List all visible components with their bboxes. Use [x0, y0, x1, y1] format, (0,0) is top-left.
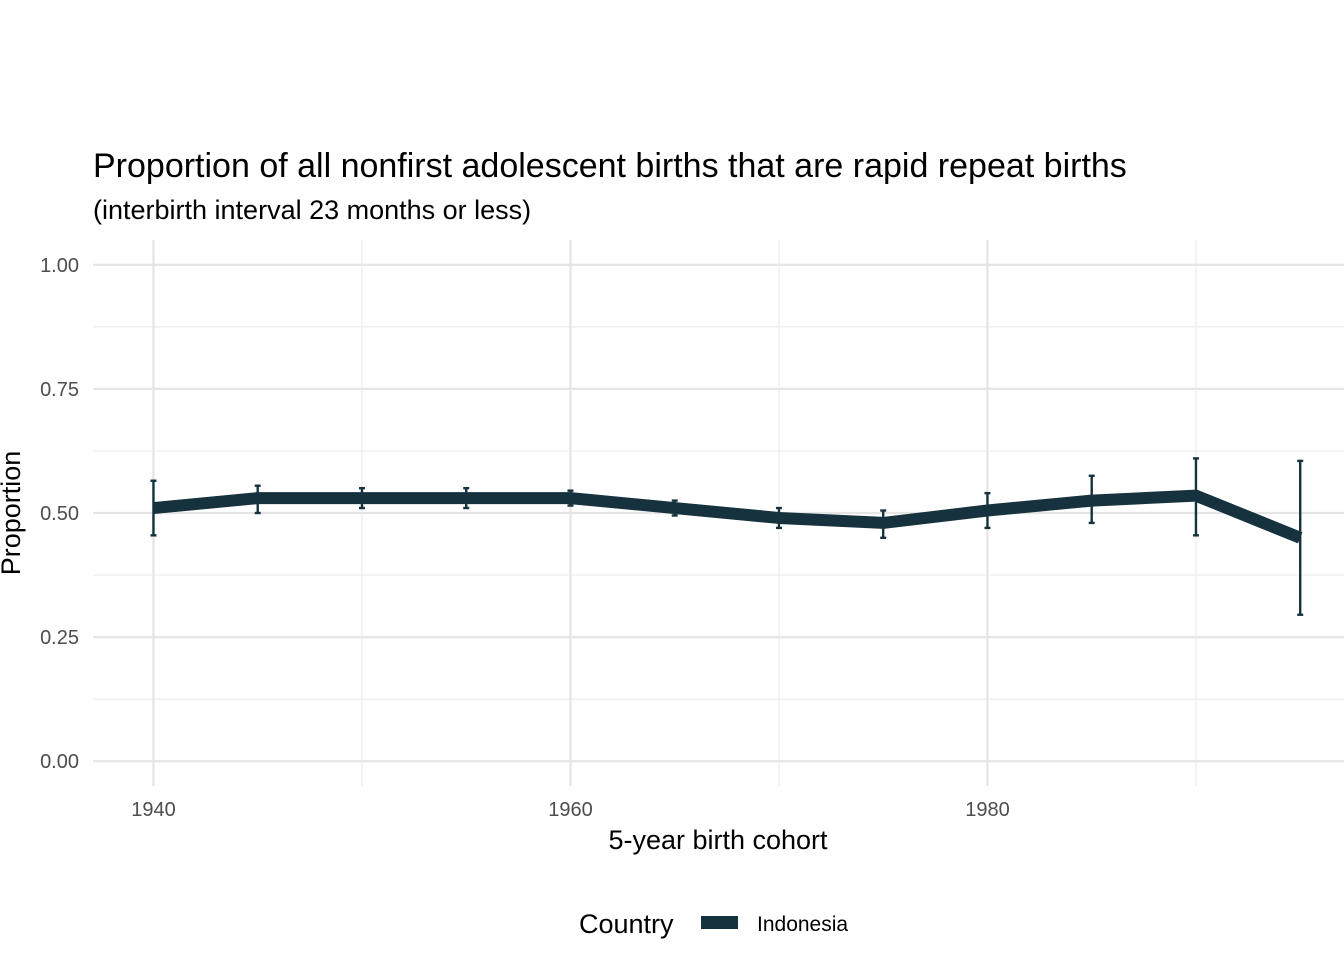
y-tick-label: 0.00 — [40, 751, 79, 773]
legend-label-indonesia: Indonesia — [757, 913, 848, 936]
chart-subtitle: (interbirth interval 23 months or less) — [93, 195, 531, 225]
x-axis-title: 5-year birth cohort — [608, 825, 828, 855]
legend-key-indonesia — [701, 916, 738, 929]
series-indonesia — [150, 457, 1304, 616]
x-tick-label: 1940 — [131, 799, 176, 821]
x-tick-label: 1960 — [548, 799, 593, 821]
legend-title: Country — [579, 909, 674, 939]
y-tick-label: 0.50 — [40, 503, 79, 525]
x-tick-labels: 1940 1960 1980 — [131, 799, 1010, 821]
error-bars — [150, 457, 1304, 616]
chart-title: Proportion of all nonfirst adolescent bi… — [93, 147, 1127, 185]
y-tick-label: 1.00 — [40, 255, 79, 277]
series-lines — [152, 489, 1303, 544]
legend: Country Indonesia — [579, 909, 848, 939]
y-axis-title: Proportion — [0, 451, 26, 576]
y-tick-label: 0.25 — [40, 627, 79, 649]
series-line-indonesia — [152, 489, 1303, 544]
y-tick-labels: 0.00 0.25 0.50 0.75 1.00 — [40, 255, 79, 773]
x-tick-label: 1980 — [965, 799, 1010, 821]
y-tick-label: 0.75 — [40, 379, 79, 401]
